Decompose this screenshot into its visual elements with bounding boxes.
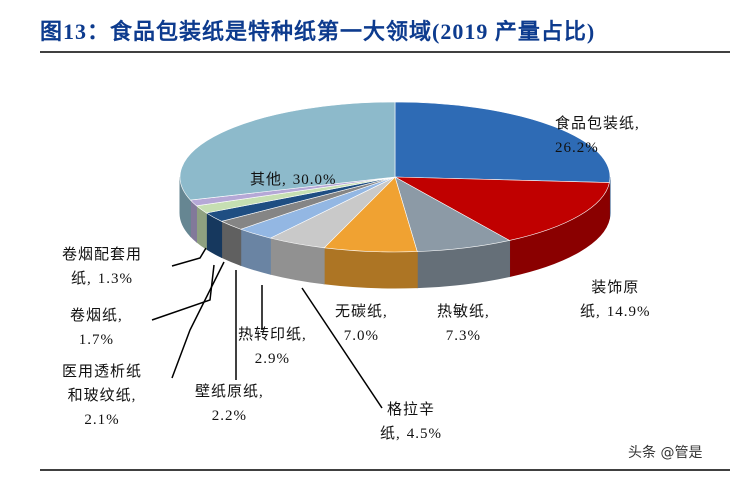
category-label: 医用透析纸 和玻纹纸,: [62, 364, 143, 404]
category-label: 热转印纸,: [238, 327, 307, 343]
watermark: 头条 @管是: [628, 445, 703, 461]
value-label: 26.2%: [555, 140, 599, 156]
leader-line: [301, 287, 383, 409]
value-label: 30.0%: [292, 172, 337, 188]
slice-side: [323, 247, 418, 289]
value-label: 7.3%: [445, 328, 481, 344]
slice: [394, 176, 511, 252]
data-label: 壁纸原纸, 2.2%: [195, 380, 264, 428]
data-label: 其他, 30.0%: [250, 168, 337, 192]
value-label: 1.7%: [78, 332, 114, 348]
category-label: 卷烟纸,: [70, 308, 123, 324]
category-label: 卷烟配套用 纸,: [62, 247, 143, 287]
slice-side: [189, 198, 197, 243]
slice: [394, 101, 611, 183]
value-label: 14.9%: [606, 304, 651, 320]
data-label: 热转印纸, 2.9%: [238, 323, 307, 371]
category-label: 热敏纸,: [437, 304, 490, 320]
value-label: 2.2%: [211, 408, 247, 424]
data-label: 装饰原 纸, 14.9%: [580, 276, 651, 324]
value-label: 2.9%: [254, 351, 290, 367]
category-label: 壁纸原纸,: [195, 384, 264, 400]
slice: [179, 101, 396, 201]
data-label: 卷烟配套用 纸, 1.3%: [62, 243, 142, 291]
category-label: 装饰原 纸,: [580, 280, 640, 320]
value-label: 4.5%: [406, 426, 443, 442]
category-label: 格拉辛 纸,: [380, 402, 436, 442]
value-label: 1.3%: [97, 271, 134, 287]
value-label: 7.0%: [343, 328, 379, 344]
slice: [394, 176, 610, 241]
data-label: 格拉辛 纸, 4.5%: [380, 398, 442, 446]
category-label: 其他,: [250, 172, 287, 188]
value-label: 2.1%: [84, 412, 120, 428]
data-label: 无碳纸, 7.0%: [335, 300, 388, 348]
leader-line: [171, 261, 225, 379]
category-label: 食品包装纸,: [555, 116, 640, 132]
data-label: 医用透析纸 和玻纹纸, 2.1%: [62, 360, 142, 432]
category-label: 无碳纸,: [335, 304, 388, 320]
data-label: 卷烟纸, 1.7%: [70, 304, 123, 352]
data-label: 食品包装纸, 26.2%: [555, 112, 640, 160]
data-label: 热敏纸, 7.3%: [437, 300, 490, 348]
leader-line: [151, 264, 215, 321]
chart-title: 图13：食品包装纸是特种纸第一大领域(2019 产量占比): [40, 19, 596, 44]
leader-line: [171, 247, 207, 267]
